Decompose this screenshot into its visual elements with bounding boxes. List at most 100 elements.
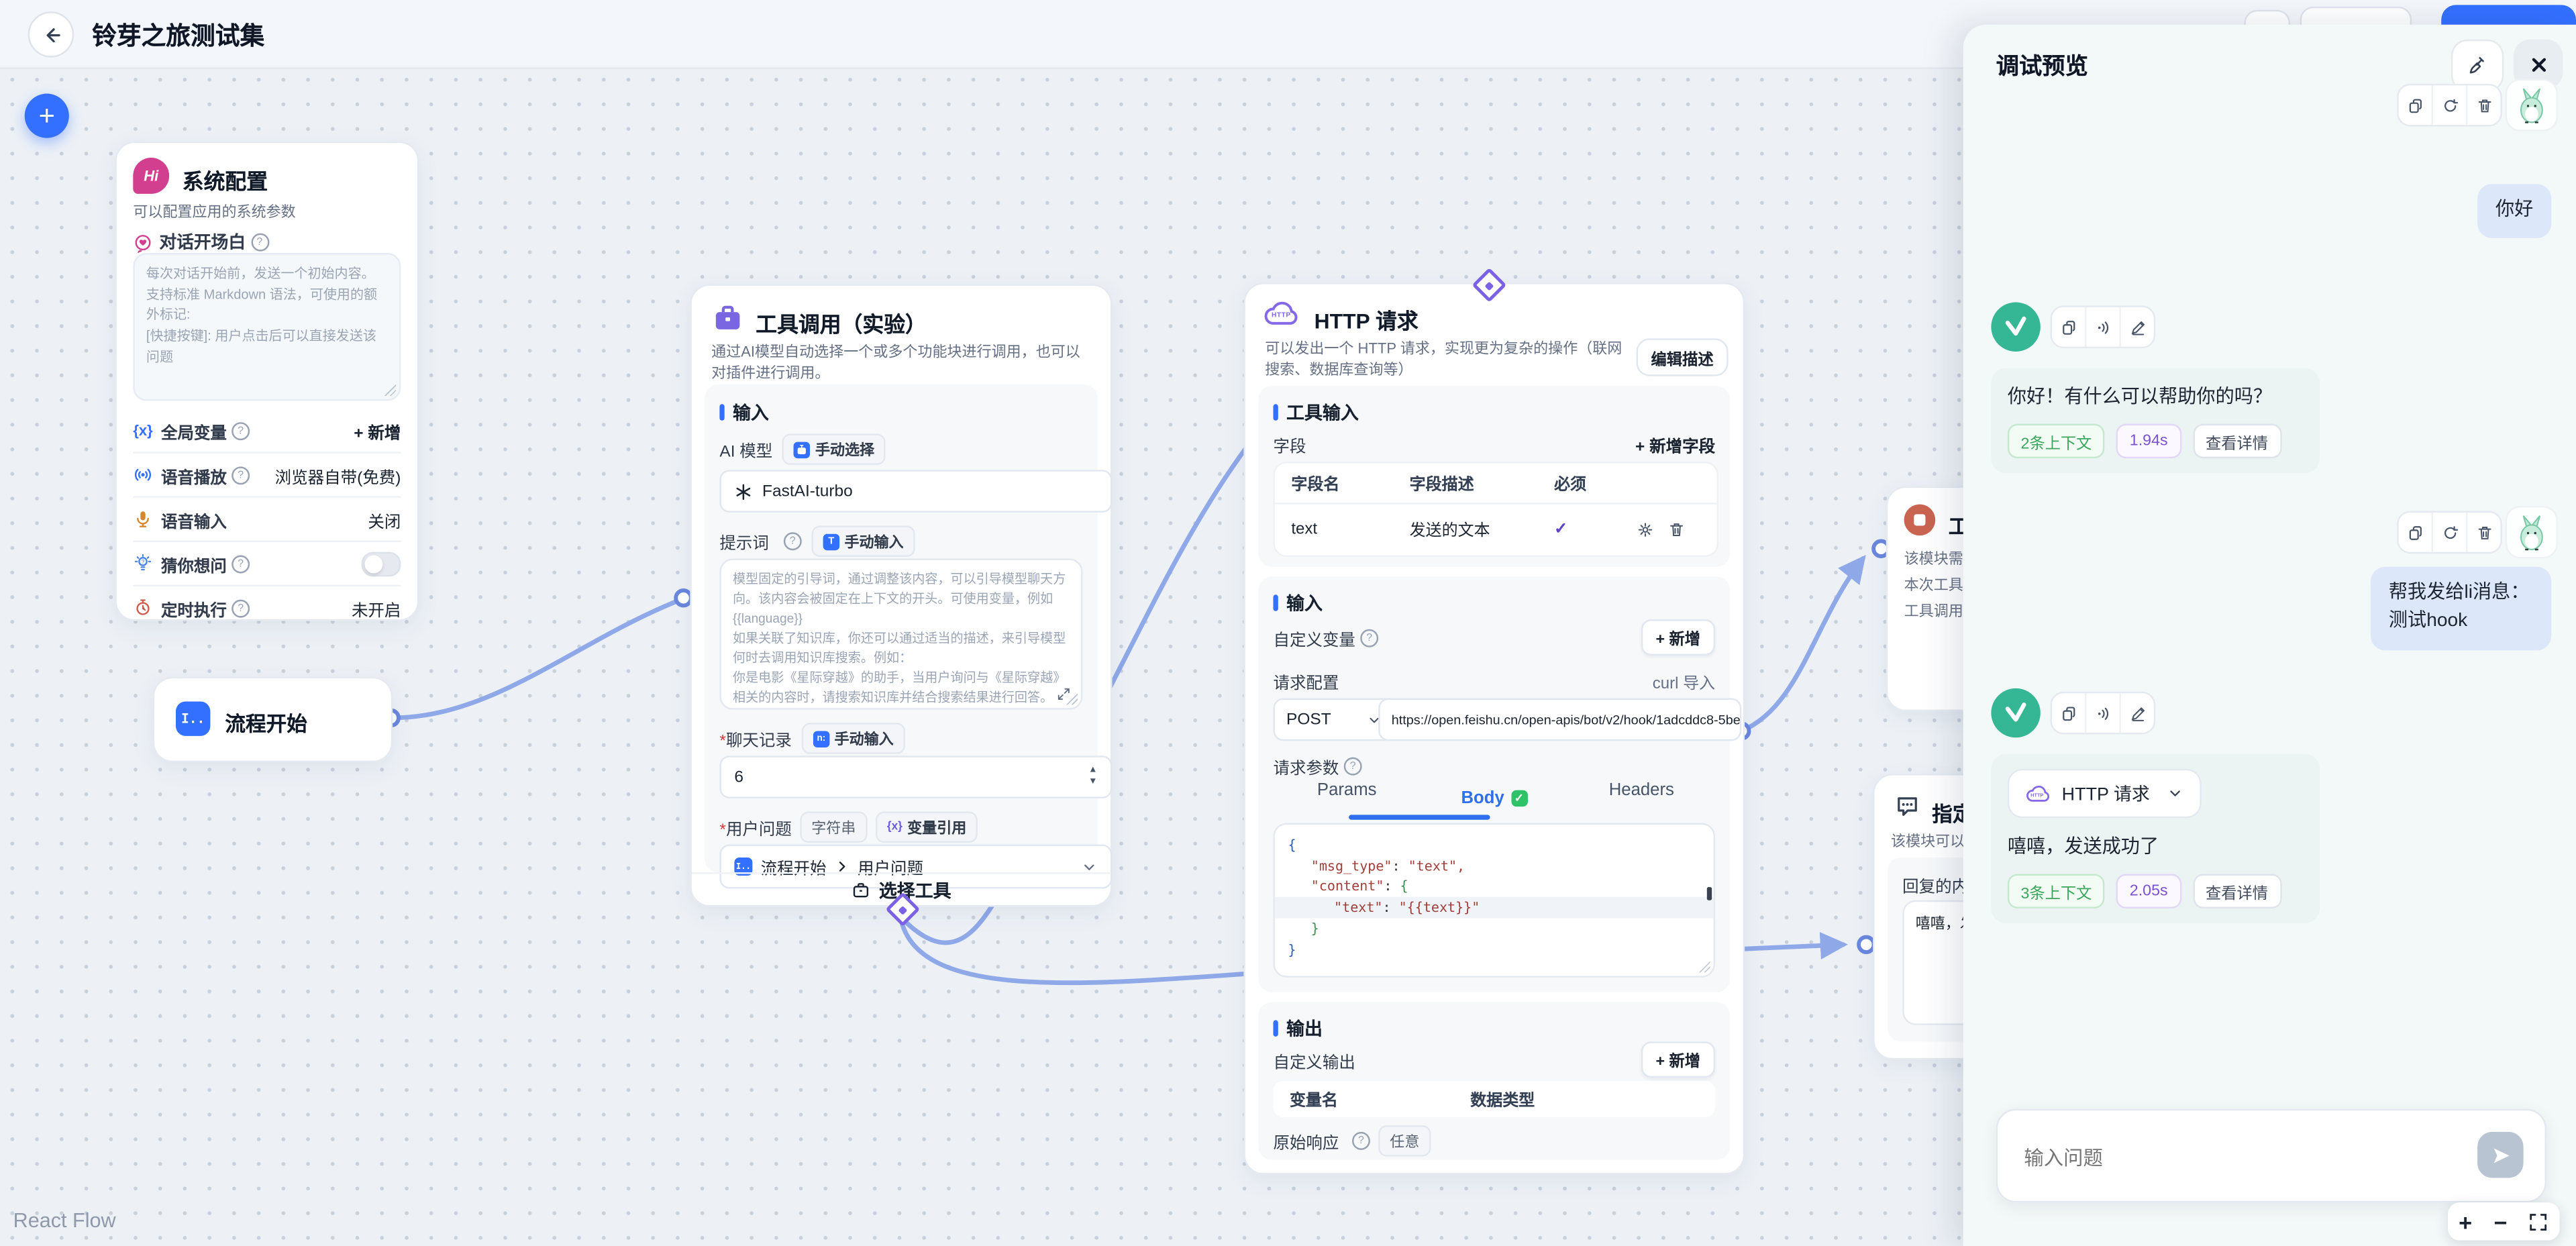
var-ref-badge[interactable]: {x} 变量引用 [875,811,978,843]
row-guess-ask: 猜你想问? [133,542,401,585]
http-cloud-icon: HTTP [1264,299,1301,327]
detail-button[interactable]: 查看详情 [2192,423,2281,459]
question-label: 用户问题 [725,821,792,840]
resize-handle[interactable] [1066,693,1078,705]
debug-preview-panel: 调试预览 你好 [1963,24,2576,1246]
edit-icon[interactable] [2119,307,2153,347]
question-icon[interactable]: ? [250,233,269,252]
question-icon[interactable]: ? [231,599,250,617]
schedule-value[interactable]: 未开启 [351,602,401,621]
gear-icon[interactable] [1637,520,1655,538]
col-header: 字段描述 [1409,476,1474,495]
fit-view-button[interactable] [2529,1212,2548,1231]
chat-input-box [1996,1108,2546,1204]
copy-icon[interactable] [2399,85,2432,125]
node-flow-start[interactable]: I.. 流程开始 [152,676,393,763]
message-toolbar [2050,691,2156,735]
panel-title: 调试预览 [1996,52,2088,79]
node-desc: 通过AI模型自动选择一个或多个功能块进行调用，也可以对插件进行调用。 [711,343,1080,382]
question-icon[interactable]: ? [1343,757,1362,776]
copy-icon[interactable] [2052,307,2085,347]
question-icon[interactable]: ? [231,466,250,484]
zoom-out-button[interactable]: − [2493,1208,2508,1235]
add-node-button[interactable]: + [24,93,69,138]
guess-ask-toggle[interactable] [361,551,401,576]
method-select[interactable]: POST [1273,698,1395,741]
time-badge: 2.05s [2116,874,2181,908]
model-select[interactable]: FastAI-turbo [719,470,1113,513]
copy-icon[interactable] [2399,513,2432,552]
add-field-button[interactable]: + 新增字段 [1635,438,1716,457]
history-number-input[interactable]: 6 ▲ ▼ [719,756,1113,798]
tab-headers[interactable]: Headers [1608,780,1674,800]
question-icon[interactable]: ? [1360,628,1379,647]
curl-import-button[interactable]: curl 导入 [1652,674,1716,692]
question-icon[interactable]: ? [231,554,250,573]
edit-icon[interactable] [2119,693,2153,733]
prompt-mode-badge[interactable]: T 手动输入 [811,525,915,557]
tts-value[interactable]: 浏览器自带(免费) [274,469,401,487]
context-badge[interactable]: 3条上下文 [2007,874,2106,908]
context-badge[interactable]: 2条上下文 [2007,423,2106,459]
http-cloud-icon: HTTP [2026,784,2052,803]
add-variable-button[interactable]: + 新增 [354,424,401,443]
retry-icon[interactable] [2431,85,2466,125]
question-icon[interactable]: ? [1351,1131,1370,1150]
sound-icon[interactable] [2084,307,2119,347]
question-icon[interactable]: ? [231,421,250,439]
message-toolbar [2397,83,2502,127]
send-button[interactable] [2477,1131,2524,1178]
variables-icon: {x} [133,422,153,439]
add-variable-button[interactable]: + 新增 [1641,619,1716,656]
resize-handle[interactable] [1698,961,1710,973]
chat-message-ai[interactable]: HTTP HTTP 请求 嘻嘻，发送成功了 3条上下文 2.05s 查看详情 [1991,754,2320,923]
body-code-editor[interactable]: { "msg_type": "text", "content": { "text… [1273,823,1716,978]
col-header: 变量名 [1289,1092,1338,1111]
row-voice-input: 语音输入 关闭 [133,498,401,541]
copy-icon[interactable] [2052,693,2085,733]
opening-textarea[interactable]: 每次对话开始前，发送一个初始内容。支持标准 Markdown 语法，可使用的额外… [133,253,401,401]
sound-icon[interactable] [2084,693,2119,733]
retry-icon[interactable] [2431,512,2466,552]
trash-icon[interactable] [1667,520,1686,538]
row-tts: 语音播放? 浏览器自带(免费) [133,454,401,497]
scrollbar-thumb[interactable] [1706,887,1712,900]
delete-icon[interactable] [2465,512,2500,552]
history-label: 聊天记录 [725,732,792,751]
ai-avatar [1991,302,2041,352]
edit-desc-button[interactable]: 编辑描述 [1636,338,1729,376]
chat-message-ai[interactable]: 你好！有什么可以帮助你的吗？ 2条上下文 1.94s 查看详情 [1991,368,2320,474]
node-tool-call[interactable]: 工具调用（实验） 通过AI模型自动选择一个或多个功能块进行调用，也可以对插件进行… [690,284,1113,907]
tool-call-pill[interactable]: HTTP HTTP 请求 [2007,768,2201,819]
app-title: 铃芽之旅测试集 [92,23,265,51]
zoom-in-button[interactable]: + [2459,1208,2473,1235]
tab-body[interactable]: Body ✓ [1421,780,1568,817]
stepper[interactable]: ▲ ▼ [1088,765,1098,786]
voice-input-value[interactable]: 关闭 [368,513,401,532]
chat-message-user[interactable]: 你好 [2477,184,2552,239]
prompt-textarea[interactable]: 模型固定的引导词，通过调整该内容，可以引导模型聊天方向。该内容会被固定在上下文的… [719,558,1083,710]
output-table: 变量名 数据类型 [1273,1081,1716,1117]
tab-params[interactable]: Params [1317,780,1377,800]
chat-input[interactable] [2020,1110,2455,1204]
delete-icon[interactable] [2465,85,2500,125]
node-http-request[interactable]: HTTP HTTP 请求 可以发出一个 HTTP 请求，实现更为复杂的操作（联网… [1243,282,1745,1175]
react-flow-attribution[interactable]: React Flow [13,1208,116,1233]
question-icon[interactable]: ? [783,532,802,551]
ai-logo-icon [2005,703,2026,722]
close-icon [2528,54,2549,75]
url-input[interactable]: https://open.feishu.cn/open-apis/bot/v2/… [1378,698,1742,741]
send-icon [2489,1144,2511,1165]
chat-message-user[interactable]: 帮我发给li消息：测试hook [2370,566,2552,650]
add-output-button[interactable]: + 新增 [1641,1041,1716,1078]
detail-button[interactable]: 查看详情 [2192,874,2281,908]
node-system-config[interactable]: Hi 系统配置 可以配置应用的系统参数 对话开场白 ? 每次对话开始前，发送一个… [115,141,419,621]
stepper-up-icon: ▲ [1088,765,1098,776]
resize-handle[interactable] [384,384,397,397]
model-mode-badge[interactable]: 手动选择 [782,433,886,465]
opening-label: 对话开场白 [159,233,246,254]
guess-ask-icon [133,554,152,573]
history-mode-badge[interactable]: n: 手动输入 [801,723,905,754]
back-button[interactable] [28,11,74,58]
http-input-panel: 输入 自定义变量? + 新增 请求配置 curl 导入 POST https:/… [1258,576,1742,992]
